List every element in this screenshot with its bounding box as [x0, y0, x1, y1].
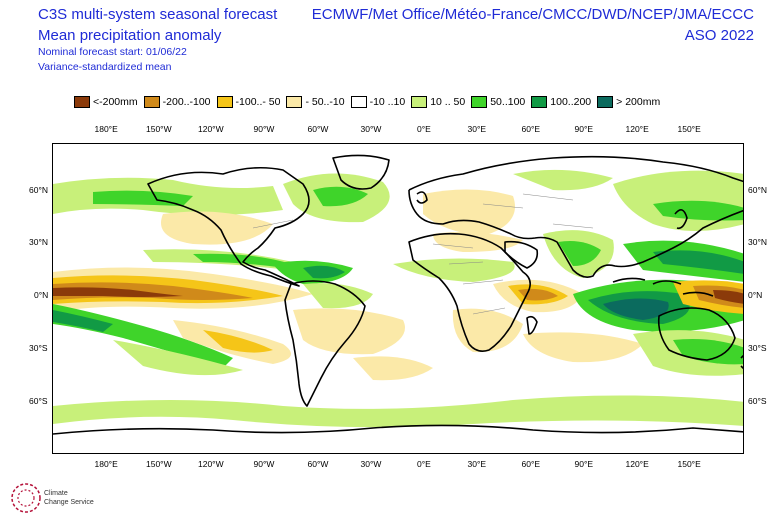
legend-item: -100..- 50 [216, 96, 281, 108]
lat-tick-left: 60°S [29, 396, 48, 406]
lat-tick-left: 30°N [29, 237, 48, 247]
lon-tick-bottom: 180°E [94, 459, 118, 469]
lat-tick-left: 60°N [29, 185, 48, 195]
lon-tick-bottom: 60°W [307, 459, 329, 469]
legend-swatch [471, 96, 488, 108]
legend-item: 100..200 [531, 96, 591, 108]
legend-item: 10 .. 50 [411, 96, 465, 108]
legend-swatch [597, 96, 614, 108]
lon-tick-bottom: 30°E [467, 459, 487, 469]
lat-tick-left: 30°S [29, 343, 48, 353]
lat-tick-right: 60°N [748, 185, 767, 195]
lon-tick-top: 120°W [198, 124, 224, 134]
legend-item: - 50..-10 [286, 96, 345, 108]
legend-swatch [350, 96, 367, 108]
lon-tick-top: 180°E [94, 124, 118, 134]
legend-label: -100..- 50 [235, 96, 281, 108]
lon-tick-top: 30°W [360, 124, 382, 134]
method-note: Variance-standardized mean [38, 61, 172, 73]
lon-tick-bottom: 150°W [146, 459, 172, 469]
legend-label: - 50..-10 [305, 96, 345, 108]
legend-label: <-200mm [93, 96, 138, 108]
title-line1: C3S multi-system seasonal forecast [38, 6, 278, 23]
legend-swatch [216, 96, 233, 108]
lat-tick-right: 30°S [748, 343, 767, 353]
legend-label: 50..100 [490, 96, 526, 108]
legend-label: -10 ..10 [369, 96, 406, 108]
lon-tick-top: 120°E [625, 124, 649, 134]
lon-tick-bottom: 0°E [417, 459, 431, 469]
lon-tick-bottom: 30°W [360, 459, 382, 469]
color-legend: <-200mm -200..-100 -100..- 50 - 50..-10 -10 … [74, 96, 666, 108]
lat-tick-right: 0°N [748, 290, 763, 300]
lon-tick-bottom: 90°E [574, 459, 594, 469]
legend-item: -10 ..10 [350, 96, 406, 108]
legend-label: -200..-100 [162, 96, 211, 108]
legend-item: -200..-100 [143, 96, 211, 108]
lon-tick-top: 150°W [146, 124, 172, 134]
legend-label: 100..200 [550, 96, 592, 108]
lon-tick-bottom: 60°E [521, 459, 541, 469]
legend-label: > 200mm [616, 96, 661, 108]
legend-item: <-200mm [74, 96, 138, 108]
lat-tick-right: 60°S [748, 396, 767, 406]
lon-tick-top: 0°E [417, 124, 431, 134]
legend-swatch [143, 96, 160, 108]
lon-tick-top: 30°E [467, 124, 487, 134]
logo-line2: Change Service [44, 499, 94, 506]
map-canvas [53, 144, 743, 453]
legend-swatch [74, 96, 90, 108]
legend-item: 50..100 [471, 96, 525, 108]
logo-line1: Climate [44, 490, 68, 497]
lon-tick-top: 60°E [521, 124, 541, 134]
lon-tick-top: 90°E [574, 124, 594, 134]
season-label: ASO 2022 [684, 27, 754, 44]
lat-tick-right: 30°N [748, 237, 767, 247]
legend-swatch [411, 96, 428, 108]
models-list: ECMWF/Met Office/Météo-France/CMCC/DWD/N… [311, 6, 754, 23]
lon-tick-bottom: 150°E [677, 459, 701, 469]
lon-tick-bottom: 120°E [625, 459, 649, 469]
lat-tick-left: 0°N [34, 290, 49, 300]
lon-tick-top: 150°E [677, 124, 701, 134]
legend-swatch [286, 96, 303, 108]
lon-tick-top: 90°W [253, 124, 275, 134]
forecast-start: Nominal forecast start: 01/06/22 [38, 46, 187, 58]
legend-item: > 200mm [597, 96, 660, 108]
legend-label: 10 .. 50 [430, 96, 466, 108]
lon-tick-bottom: 90°W [253, 459, 275, 469]
legend-swatch [531, 96, 548, 108]
title-line2: Mean precipitation anomaly [38, 27, 222, 44]
lon-tick-bottom: 120°W [198, 459, 224, 469]
lon-tick-top: 60°W [307, 124, 329, 134]
copernicus-logo: Climate Change Service [11, 483, 94, 513]
precipitation-map [52, 143, 744, 454]
